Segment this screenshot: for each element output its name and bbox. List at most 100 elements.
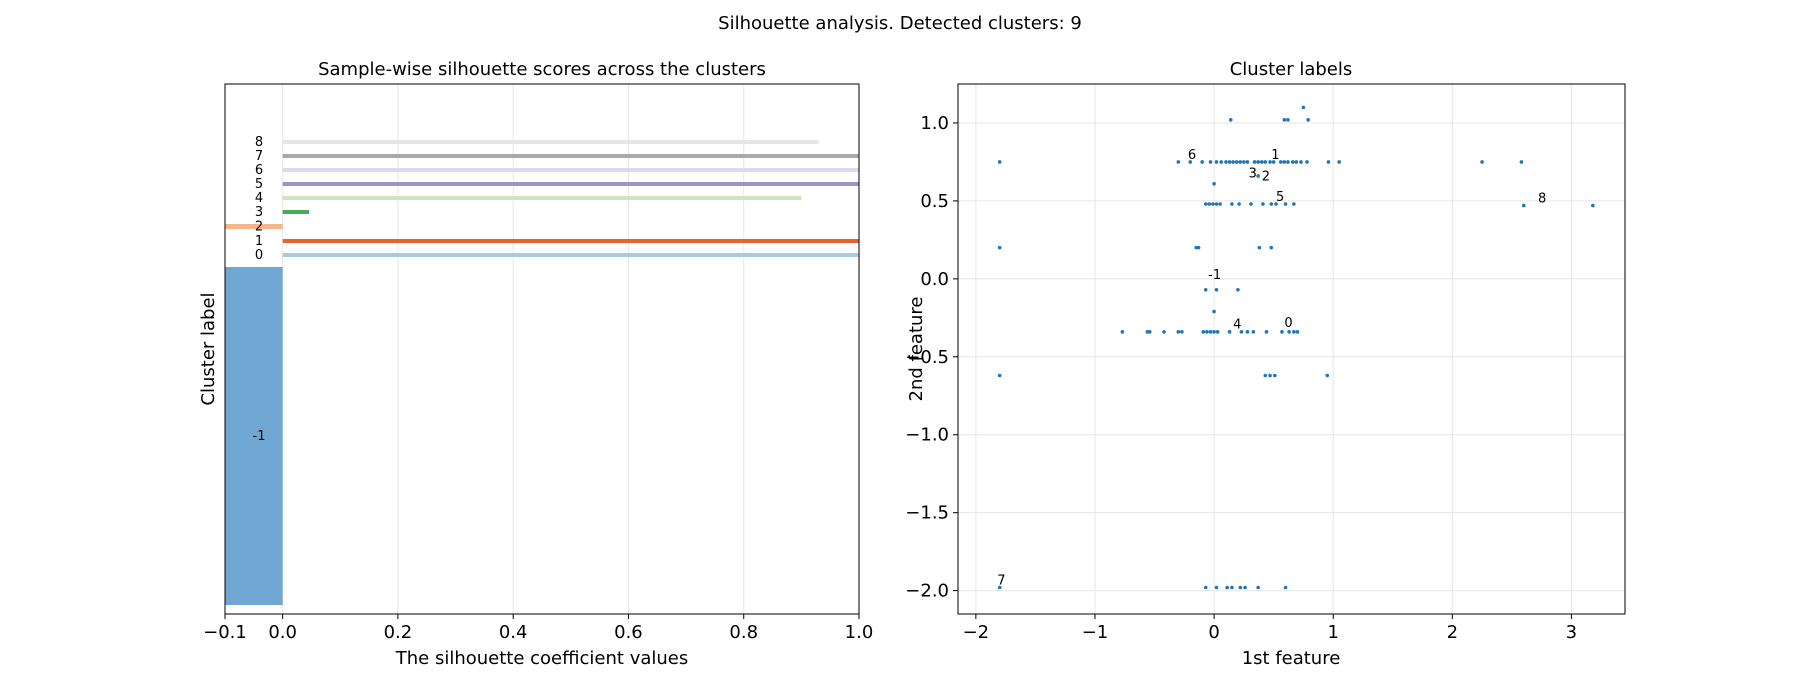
scatter-point bbox=[1264, 330, 1269, 334]
scatter-point bbox=[1147, 330, 1152, 334]
scatter-point bbox=[1203, 202, 1208, 206]
scatter-point bbox=[1231, 160, 1235, 164]
scatter-title: Cluster labels bbox=[1230, 59, 1353, 80]
silhouette-xlabel: The silhouette coefficient values bbox=[395, 648, 688, 669]
silhouette-x-tick-label: 0.0 bbox=[268, 622, 297, 643]
scatter-point bbox=[1212, 181, 1216, 186]
scatter-point bbox=[1268, 373, 1272, 378]
scatter-x-ticks: −2 −1 0 1 2 3 bbox=[963, 614, 1577, 643]
scatter-annotation-cluster-4: 4 bbox=[1233, 318, 1241, 333]
silhouette-grid bbox=[224, 84, 860, 614]
silhouette-bar-cluster-5 bbox=[282, 182, 859, 186]
scatter-point bbox=[1245, 330, 1250, 334]
scatter-point bbox=[1162, 330, 1166, 334]
scatter-point bbox=[1201, 330, 1206, 334]
scatter-point bbox=[1519, 160, 1524, 164]
scatter-point bbox=[1214, 160, 1219, 164]
scatter-point bbox=[1294, 160, 1299, 164]
scatter-point bbox=[1282, 118, 1287, 122]
scatter-point bbox=[1259, 160, 1264, 164]
scatter-point bbox=[1211, 202, 1215, 206]
scatter-point bbox=[997, 245, 1002, 250]
scatter-point bbox=[1591, 203, 1595, 208]
scatter-point bbox=[1224, 160, 1228, 164]
scatter-point bbox=[1227, 330, 1232, 334]
scatter-y-tick-label: −1.0 bbox=[905, 425, 949, 446]
scatter-point bbox=[1214, 287, 1219, 292]
silhouette-label-cluster-7: 7 bbox=[255, 149, 263, 164]
scatter-annotation-cluster-2: 2 bbox=[1262, 170, 1270, 185]
silhouette-label-cluster-6: 6 bbox=[255, 163, 263, 178]
silhouette-title: Sample-wise silhouette scores across the… bbox=[318, 59, 766, 80]
scatter-x-tick-label: 0 bbox=[1208, 622, 1219, 643]
cluster-scatter-plot: 6 13 25 8-14 07 −2 −1 0 1 2 3 1.00.50.0−0.5−1.0−1… bbox=[905, 59, 1626, 669]
scatter-point bbox=[1261, 202, 1265, 206]
scatter-point bbox=[1230, 202, 1234, 206]
scatter-point bbox=[1256, 160, 1260, 164]
silhouette-label-cluster-2: 2 bbox=[255, 220, 263, 235]
scatter-point bbox=[1228, 118, 1233, 122]
scatter-point bbox=[1273, 373, 1277, 378]
scatter-point bbox=[1236, 287, 1240, 292]
silhouette-bar-cluster-3 bbox=[282, 210, 310, 214]
scatter-point bbox=[1292, 202, 1296, 206]
scatter-point bbox=[1205, 330, 1209, 334]
scatter-y-ticks: 1.0 0.5 0.0 −0.5 −1.0 −1.5 −2.0 bbox=[905, 113, 958, 602]
scatter-point bbox=[1257, 245, 1262, 250]
scatter-point bbox=[1278, 160, 1283, 164]
scatter-point bbox=[1337, 160, 1341, 164]
scatter-annotation-cluster--1: -1 bbox=[1208, 268, 1221, 283]
scatter-point bbox=[1208, 330, 1213, 334]
scatter-point bbox=[1251, 330, 1256, 334]
scatter-point bbox=[1196, 245, 1201, 250]
scatter-point bbox=[1176, 160, 1181, 164]
scatter-point bbox=[1286, 118, 1290, 122]
scatter-point bbox=[1325, 373, 1330, 378]
silhouette-x-tick-label: 0.6 bbox=[614, 622, 643, 643]
scatter-point bbox=[1286, 160, 1290, 164]
silhouette-label-cluster-5: 5 bbox=[255, 177, 263, 192]
scatter-point bbox=[1200, 160, 1204, 164]
silhouette-x-tick-label: −0.1 bbox=[203, 622, 247, 643]
scatter-point bbox=[1280, 330, 1284, 334]
scatter-point bbox=[1215, 330, 1220, 334]
silhouette-bar-cluster-0 bbox=[282, 253, 859, 257]
figure-suptitle: Silhouette analysis. Detected clusters: … bbox=[718, 13, 1082, 34]
scatter-point bbox=[1219, 160, 1224, 164]
scatter-point bbox=[1521, 203, 1526, 208]
scatter-frame bbox=[957, 83, 1626, 615]
scatter-point bbox=[1283, 585, 1288, 590]
scatter-point bbox=[1203, 287, 1208, 292]
scatter-point bbox=[1208, 160, 1213, 164]
silhouette-x-tick-label: 0.8 bbox=[729, 622, 758, 643]
scatter-point bbox=[1290, 160, 1295, 164]
scatter-point bbox=[1203, 585, 1208, 590]
silhouette-bar-cluster--1 bbox=[225, 267, 283, 605]
scatter-point bbox=[1274, 202, 1278, 206]
silhouette-label-cluster-8: 8 bbox=[255, 135, 263, 150]
scatter-y-tick-label: 1.0 bbox=[920, 113, 949, 134]
scatter-point bbox=[1120, 330, 1125, 334]
scatter-point bbox=[1295, 330, 1300, 334]
scatter-point bbox=[1245, 160, 1250, 164]
scatter-point bbox=[1263, 160, 1268, 164]
scatter-point bbox=[1214, 585, 1219, 590]
scatter-point bbox=[1230, 585, 1234, 590]
scatter-cluster-annotations: 6 13 25 8 -1 4 0 7 bbox=[997, 148, 1546, 589]
silhouette-frame bbox=[224, 83, 860, 615]
scatter-point bbox=[1256, 174, 1260, 178]
scatter-point bbox=[1326, 160, 1331, 164]
silhouette-x-tick-label: 0.4 bbox=[499, 622, 528, 643]
scatter-annotation-cluster-0: 0 bbox=[1284, 316, 1292, 331]
scatter-x-tick-label: −2 bbox=[963, 622, 990, 643]
scatter-annotation-cluster-3: 3 bbox=[1249, 167, 1257, 182]
silhouette-bar-cluster-7 bbox=[282, 154, 859, 158]
silhouette-ylabel: Cluster label bbox=[198, 292, 219, 405]
silhouette-bar-cluster-2 bbox=[225, 224, 283, 229]
scatter-y-tick-label: −0.5 bbox=[905, 347, 949, 368]
scatter-annotation-cluster-7: 7 bbox=[997, 573, 1005, 588]
scatter-point bbox=[1238, 160, 1243, 164]
scatter-point bbox=[1176, 330, 1181, 334]
